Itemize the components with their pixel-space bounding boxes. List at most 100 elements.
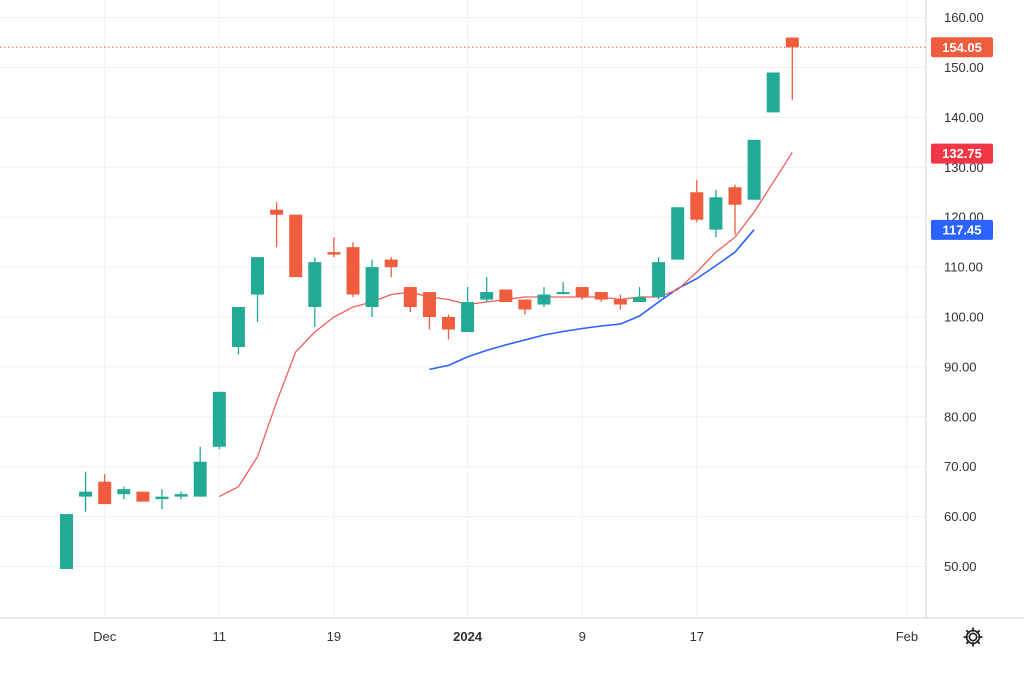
candle [212, 391, 226, 450]
candle [308, 257, 322, 327]
axes: 160.00150.00140.00130.00120.00110.00100.… [0, 0, 1024, 644]
y-tick-label: 80.00 [944, 409, 977, 424]
candle [193, 446, 207, 497]
ma-long-badge-bg [931, 219, 993, 240]
candle [594, 292, 608, 303]
candle [575, 287, 589, 300]
candle-body [251, 257, 264, 295]
candle-body [766, 72, 780, 113]
y-tick-label: 110.00 [944, 260, 983, 275]
candle-body [442, 317, 455, 330]
gear-icon [963, 627, 983, 647]
candle [403, 287, 417, 313]
y-tick-label: 50.00 [944, 559, 977, 574]
y-tick-label: 140.00 [944, 110, 984, 125]
candle-body [98, 481, 112, 505]
price-badges: 154.05 132.75 117.45 [931, 37, 993, 240]
candle-body [117, 489, 131, 495]
candle [60, 514, 73, 569]
candle [155, 489, 169, 510]
y-tick-label: 160.00 [944, 10, 984, 25]
candle-body [231, 307, 245, 347]
candle [231, 307, 245, 355]
candle [365, 259, 379, 317]
last-price-badge-text: 154.05 [942, 40, 982, 55]
candle [117, 486, 131, 500]
x-tick-label: 9 [579, 629, 586, 644]
candle-body [728, 187, 742, 205]
candle [556, 282, 570, 295]
x-tick-label: 17 [690, 629, 704, 644]
x-tick-label: 11 [213, 629, 227, 644]
y-tick-label: 60.00 [944, 509, 977, 524]
candle-body [193, 461, 207, 497]
candle [747, 139, 761, 200]
candle-body [270, 209, 284, 215]
candle [442, 314, 455, 340]
candle [346, 242, 360, 298]
candles [60, 37, 799, 569]
y-tick-label: 70.00 [944, 459, 977, 474]
ma-short-line [219, 151, 793, 498]
candle [461, 287, 475, 332]
candle-body [60, 514, 73, 569]
candle [270, 202, 284, 248]
candle [633, 287, 646, 303]
candle-body [518, 299, 532, 310]
candle-body [785, 37, 799, 48]
candle [251, 257, 264, 322]
candle-body [709, 197, 723, 230]
candle [613, 294, 627, 310]
x-tick-label: Feb [896, 629, 918, 644]
candle-body [327, 252, 341, 255]
candle [289, 214, 303, 278]
candle-body [499, 289, 513, 303]
candle-body [633, 297, 646, 303]
ma-long-badge-text: 117.45 [942, 222, 981, 237]
candle [174, 491, 188, 500]
y-tick-label: 100.00 [944, 310, 984, 325]
settings-gear-button[interactable] [960, 624, 986, 650]
candle-body [747, 139, 761, 200]
candle-body [365, 267, 379, 308]
candle-body [480, 292, 494, 300]
candle-body [422, 292, 436, 317]
x-tick-label: 19 [327, 629, 341, 644]
x-tick-label: 2024 [453, 629, 483, 644]
candle [709, 189, 723, 238]
candle-body [652, 262, 666, 298]
candle-body [79, 491, 93, 497]
candle-body [690, 192, 704, 220]
ma-short-badge-text: 132.75 [942, 146, 982, 161]
candle [766, 72, 780, 113]
candle [384, 257, 398, 278]
moving-averages [219, 151, 793, 498]
candle [79, 471, 93, 512]
last-price-badge-bg [931, 37, 993, 58]
candle-body [403, 287, 417, 308]
candle-body [537, 294, 551, 305]
candle [422, 292, 436, 330]
candle [480, 277, 494, 303]
candle [98, 474, 112, 505]
candle [537, 287, 551, 308]
y-tick-label: 150.00 [944, 60, 984, 75]
candle [136, 491, 150, 502]
candle-body [308, 262, 322, 308]
y-tick-label: 90.00 [944, 359, 977, 374]
candle-body [671, 207, 685, 260]
candle-body [346, 247, 360, 295]
candle [327, 237, 341, 258]
grid [0, 0, 926, 618]
candle-body [575, 287, 589, 298]
candle [518, 299, 532, 315]
candle-body [155, 496, 169, 500]
candle-body [136, 491, 150, 502]
candle-body [594, 292, 608, 300]
candle-body [289, 214, 303, 278]
candle [671, 207, 685, 260]
candle-body [384, 259, 398, 268]
candle-body [174, 494, 188, 497]
